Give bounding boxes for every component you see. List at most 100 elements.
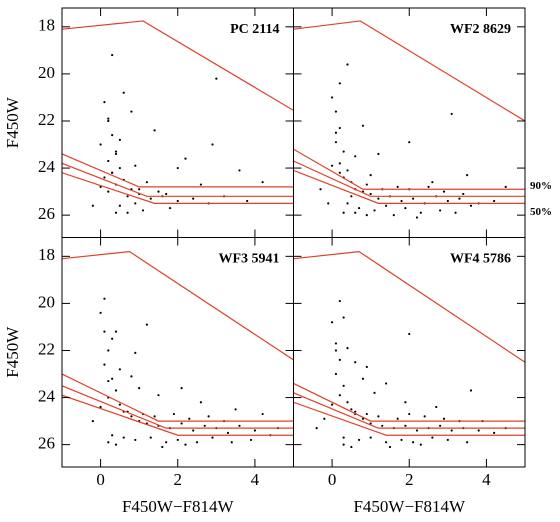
point — [215, 77, 218, 80]
point — [377, 415, 380, 418]
point — [412, 197, 415, 200]
point — [431, 181, 434, 184]
point — [253, 429, 257, 432]
point — [354, 361, 357, 364]
point — [342, 384, 345, 387]
point — [338, 299, 341, 303]
point — [415, 216, 419, 219]
point — [180, 387, 183, 390]
point — [107, 441, 110, 444]
limit-line — [293, 401, 525, 436]
limit-line — [62, 373, 294, 422]
point — [334, 110, 338, 113]
point — [423, 415, 426, 418]
point — [149, 436, 152, 439]
point — [388, 445, 392, 449]
point — [107, 117, 110, 120]
point — [118, 166, 121, 170]
point — [385, 441, 388, 444]
point — [450, 112, 453, 116]
point — [238, 169, 241, 172]
y-tick-label: 18 — [38, 245, 55, 264]
point — [334, 131, 338, 134]
point — [103, 101, 106, 104]
point — [122, 91, 125, 94]
point — [107, 119, 110, 123]
point — [334, 349, 338, 352]
point — [439, 209, 442, 212]
point — [172, 412, 175, 416]
point — [99, 143, 102, 146]
point — [419, 211, 422, 214]
x-axis-label: F450W−F814W — [122, 497, 235, 516]
panel-frame — [293, 237, 526, 468]
point — [458, 197, 461, 200]
point — [203, 424, 206, 427]
point — [99, 405, 102, 409]
x-tick-label: 0 — [328, 470, 337, 489]
point — [365, 365, 368, 369]
point — [199, 401, 202, 404]
x-tick-label: 4 — [482, 470, 491, 489]
point — [118, 138, 121, 141]
y-axis-label: F450W — [3, 326, 22, 378]
point — [165, 441, 168, 444]
point — [118, 403, 121, 406]
point — [176, 438, 179, 442]
point — [246, 199, 249, 203]
point — [454, 211, 457, 214]
point — [91, 204, 94, 207]
point — [346, 401, 349, 404]
point — [446, 438, 449, 442]
point — [130, 415, 133, 418]
panel-frame — [61, 237, 294, 468]
point — [365, 412, 368, 416]
point — [396, 417, 399, 420]
point — [338, 394, 341, 397]
point — [450, 429, 453, 432]
point — [373, 209, 376, 212]
point — [408, 141, 411, 144]
point — [195, 441, 199, 444]
point — [103, 176, 106, 179]
point — [99, 311, 102, 314]
point — [192, 429, 195, 432]
point — [261, 412, 264, 416]
point — [114, 443, 118, 446]
point — [346, 63, 349, 66]
point — [408, 332, 411, 336]
point — [338, 358, 341, 361]
point — [184, 443, 187, 446]
point — [404, 401, 407, 404]
point — [107, 349, 110, 352]
point — [469, 389, 473, 392]
point — [168, 206, 172, 210]
point — [161, 445, 164, 449]
point — [334, 342, 338, 345]
point — [111, 53, 114, 57]
point — [211, 436, 214, 439]
point — [157, 394, 160, 397]
point — [111, 171, 114, 174]
limit-line — [293, 160, 525, 197]
point — [141, 209, 145, 212]
point — [323, 417, 326, 420]
point — [165, 192, 168, 196]
point — [319, 188, 322, 191]
point — [111, 134, 114, 137]
point — [338, 171, 341, 174]
point — [439, 424, 442, 427]
point — [330, 321, 334, 324]
completeness-label: 50% — [530, 206, 552, 218]
point — [149, 197, 152, 200]
y-axis-label: F450W — [3, 96, 22, 148]
point — [350, 445, 353, 449]
point — [400, 199, 403, 203]
point — [342, 316, 345, 319]
point — [354, 155, 357, 158]
point — [111, 434, 114, 437]
limit-line — [62, 20, 294, 111]
point — [357, 438, 361, 442]
point — [99, 185, 102, 188]
point — [338, 82, 341, 85]
